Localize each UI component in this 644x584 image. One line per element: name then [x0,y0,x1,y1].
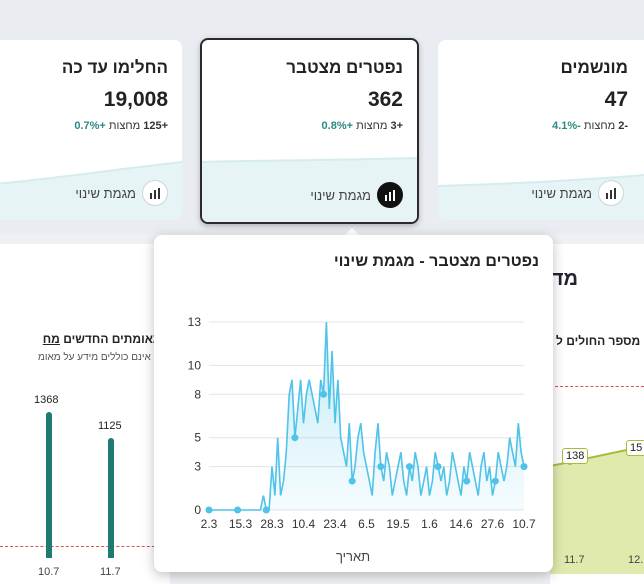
trend-button[interactable]: מגמת שינוי [310,182,403,208]
bar [46,412,52,558]
x-tick-label: 27.6 [481,517,505,531]
x-label: 11.7 [564,554,585,566]
card-deceased[interactable]: נפטרים מצטבר 362 +3 מחצות +0.8% מגמת שינ… [200,38,419,224]
card-title: מונשמים [560,58,628,77]
delta-count: -2 [618,120,628,132]
data-point [377,463,385,471]
x-tick-label: 1.6 [421,517,438,531]
panel-title-text: ר המאומתים החדשים [63,332,180,346]
card-delta: +3 מחצות +0.8% [322,120,403,132]
threshold-line [550,386,644,387]
x-tick-label: 28.3 [260,517,284,531]
trend-popup: נפטרים מצטבר - מגמת שינוי 0 3 5 8 10 13 2.3 15.… [154,235,553,572]
sparkline [0,161,182,220]
data-point [205,506,213,514]
panel-subtitle: נתונים אינם כוללים מידע על מאומ [37,352,180,363]
x-label: 11.7 [100,566,121,578]
panel-title: מד [551,268,578,290]
trend-button-label: מגמת שינוי [75,185,136,201]
delta-label: מחצות [356,120,388,132]
delta-label: מחצות [108,120,141,132]
card-value: 362 [367,88,403,111]
trend-button-label: מגמת שינוי [310,187,371,203]
y-tick-label: 13 [188,315,202,329]
bar-chart-icon [598,180,624,206]
bar [108,438,114,558]
data-point [234,506,242,514]
data-point [262,506,270,514]
data-point [434,463,442,471]
threshold-line [0,546,170,547]
x-tick-label: 10.7 [512,517,536,531]
series-area [209,322,524,510]
x-tick-label: 2.3 [201,517,218,531]
y-tick-label: 5 [194,431,201,445]
series-line [209,321,525,511]
card-value: 47 [604,88,628,111]
data-point [520,463,528,471]
x-tick-label: 10.4 [292,517,316,531]
panel-title: ר המאומתים החדשים מח [43,332,180,346]
bar-label: 1368 [34,394,59,406]
point-label: 15 [626,440,644,456]
x-label: 12. [628,554,644,566]
x-tick-label: 15.3 [229,517,253,531]
x-tick-label: 19.5 [386,517,410,531]
card-title: נפטרים מצטבר [286,58,403,77]
bar-chart-icon [142,180,168,206]
trend-button[interactable]: מגמת שינוי [531,180,624,206]
y-tick-label: 10 [188,358,202,372]
data-point [348,477,356,485]
trend-button-label: מגמת שינוי [531,185,592,201]
x-label: 10.7 [38,566,60,578]
panel-subtitle: מספר החולים ל [556,334,641,348]
trend-button[interactable]: מגמת שינוי [75,180,168,206]
y-tick-label: 0 [194,503,201,517]
delta-label: מחצות [583,120,616,132]
sparkline [438,174,644,220]
x-axis-label: תאריך [336,549,371,564]
popup-title: נפטרים מצטבר - מגמת שינוי [333,253,539,270]
data-point [405,463,413,471]
sparkline [202,157,417,222]
data-point [463,477,471,485]
delta-pct: +0.7% [74,120,106,132]
x-tick-label: 23.4 [323,517,347,531]
card-value: 19,008 [103,88,168,111]
card-title: החלימו עד כה [61,58,168,77]
y-tick-label: 3 [194,460,201,474]
trend-chart: 0 3 5 8 10 13 2.3 15.3 28.3 10.4 23.4 6.5 19.5 1.6 14.… [188,315,536,531]
delta-pct: +0.8% [321,120,354,132]
bar-label: 1125 [98,420,122,432]
x-tick-label: 6.5 [358,517,375,531]
card-ventilated[interactable]: מונשמים 47 -2 מחצות -4.1% מגמת שינוי [438,40,644,220]
card-recovered[interactable]: החלימו עד כה 19,008 +125 מחצות +0.7% מגמ… [0,40,182,220]
delta-count: +125 [143,120,168,132]
panel-patients: מד מספר החולים ל 138 15 11.7 12. [550,244,644,584]
area-chart [550,446,644,574]
panel-title-link[interactable]: מח [42,332,60,346]
y-tick-label: 8 [194,387,201,401]
data-point [320,390,328,398]
panel-new-confirmed: ר המאומתים החדשים מח נתונים אינם כוללים … [0,244,180,584]
data-point [291,434,299,442]
card-delta: -2 מחצות -4.1% [552,120,628,132]
delta-pct: -4.1% [552,120,581,132]
popup-arrow [344,228,360,236]
data-point [491,477,499,485]
point-label: 138 [562,448,589,464]
bar-chart-icon [377,182,403,208]
card-delta: +125 מחצות +0.7% [74,120,168,132]
delta-count: +3 [390,120,403,132]
x-tick-label: 14.6 [449,517,473,531]
